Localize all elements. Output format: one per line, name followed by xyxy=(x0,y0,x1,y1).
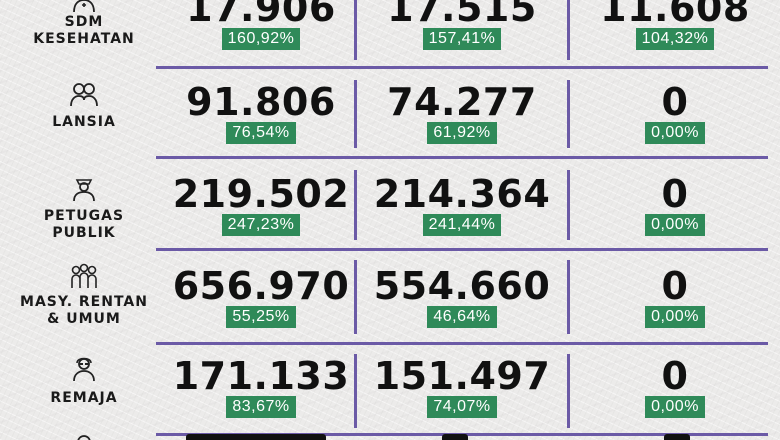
dose-3-percent-badge: 0,00% xyxy=(645,122,705,144)
dose-1-cell: 219.502 247,23% xyxy=(168,174,354,236)
dose-1-percent-badge: 55,25% xyxy=(226,306,296,328)
column-divider xyxy=(567,0,570,60)
row-divider xyxy=(156,342,768,345)
dose-1-value: 91.806 xyxy=(186,80,336,124)
dose-3-value: 0 xyxy=(661,354,689,398)
dose-1-cell: 656.970 55,25% xyxy=(168,266,354,328)
dose-3-cell: 11.608 104,32% xyxy=(570,0,780,50)
category-cell: LANSIA xyxy=(0,80,168,131)
dose-1-value: 171.133 xyxy=(172,354,350,398)
dose-3-value: 0 xyxy=(661,80,689,124)
dose-3-percent-badge: 0,00% xyxy=(645,306,705,328)
dose-1-cell: 17.906 160,92% xyxy=(168,0,354,50)
row-divider xyxy=(156,248,768,251)
dose-2-value: 151.497 xyxy=(373,354,551,398)
category-row: SDM KESEHATAN 17.906 160,92% 17.515 157,… xyxy=(0,0,780,64)
dose-2-percent-badge: 157,41% xyxy=(422,28,502,50)
category-cell: PETUGAS PUBLIK xyxy=(0,174,168,242)
dose-1-percent-badge: 76,54% xyxy=(226,122,296,144)
category-row: LANSIA 91.806 76,54% 74.277 61,92% 0 0,0… xyxy=(0,80,780,150)
elderly-couple-icon xyxy=(70,83,98,107)
dose-2-percent-badge: 46,64% xyxy=(427,306,497,328)
column-divider xyxy=(354,170,357,240)
category-label: SDM KESEHATAN xyxy=(33,14,135,47)
cut-off-value xyxy=(664,434,690,440)
category-row: MASY. RENTAN & UMUM 656.970 55,25% 554.6… xyxy=(0,262,780,340)
dose-3-percent-badge: 0,00% xyxy=(645,396,705,418)
dose-1-percent-badge: 83,67% xyxy=(226,396,296,418)
dose-2-cell: 554.660 46,64% xyxy=(356,266,568,328)
dose-2-value: 214.364 xyxy=(373,172,551,216)
dose-3-cell: 0 0,00% xyxy=(570,356,780,418)
dose-1-cell: 171.133 83,67% xyxy=(168,356,354,418)
dose-2-percent-badge: 74,07% xyxy=(427,396,497,418)
dose-2-value: 17.515 xyxy=(387,0,537,30)
column-divider xyxy=(567,80,570,148)
category-label: LANSIA xyxy=(52,114,116,130)
dose-3-value: 0 xyxy=(661,264,689,308)
column-divider xyxy=(354,0,357,60)
column-divider xyxy=(567,354,570,428)
dose-2-value: 554.660 xyxy=(373,264,551,308)
dose-3-value: 11.608 xyxy=(600,0,750,30)
dose-2-value: 74.277 xyxy=(387,80,537,124)
dose-2-cell: 74.277 61,92% xyxy=(356,82,568,144)
category-cell: MASY. RENTAN & UMUM xyxy=(0,262,168,328)
category-label: MASY. RENTAN & UMUM xyxy=(20,294,148,327)
dose-2-cell: 17.515 157,41% xyxy=(356,0,568,50)
category-label: PETUGAS PUBLIK xyxy=(43,208,125,241)
teenager-icon xyxy=(73,357,95,382)
category-label: REMAJA xyxy=(50,390,118,406)
dose-1-value: 656.970 xyxy=(172,264,350,308)
column-divider xyxy=(567,260,570,334)
category-cell: REMAJA xyxy=(0,354,168,407)
public-officer-icon xyxy=(73,179,95,202)
dose-3-cell: 0 0,00% xyxy=(570,82,780,144)
category-row: PETUGAS PUBLIK 219.502 247,23% 214.364 2… xyxy=(0,172,780,246)
row-divider xyxy=(156,66,768,69)
next-category-icon xyxy=(77,435,91,440)
dose-1-percent-badge: 247,23% xyxy=(221,214,301,236)
medical-staff-icon xyxy=(73,0,95,13)
dose-1-value: 219.502 xyxy=(172,172,350,216)
category-row: REMAJA 171.133 83,67% 151.497 74,07% 0 0… xyxy=(0,354,780,428)
column-divider xyxy=(567,170,570,240)
column-divider xyxy=(354,260,357,334)
dose-1-value: 17.906 xyxy=(186,0,336,30)
dose-2-percent-badge: 241,44% xyxy=(422,214,502,236)
category-row xyxy=(0,430,780,440)
column-divider xyxy=(354,354,357,428)
dose-2-cell: 151.497 74,07% xyxy=(356,356,568,418)
dose-1-cell: 91.806 76,54% xyxy=(168,82,354,144)
category-cell: SDM KESEHATAN xyxy=(0,0,168,48)
community-group-icon xyxy=(71,263,97,288)
dose-3-percent-badge: 104,32% xyxy=(635,28,715,50)
dose-3-cell: 0 0,00% xyxy=(570,174,780,236)
cut-off-value xyxy=(442,434,468,440)
column-divider xyxy=(354,80,357,148)
dose-3-percent-badge: 0,00% xyxy=(645,214,705,236)
dose-1-percent-badge: 160,92% xyxy=(221,28,301,50)
row-divider xyxy=(156,156,768,159)
dose-3-value: 0 xyxy=(661,172,689,216)
dose-3-cell: 0 0,00% xyxy=(570,266,780,328)
dose-2-cell: 214.364 241,44% xyxy=(356,174,568,236)
cut-off-value xyxy=(186,434,326,440)
dose-2-percent-badge: 61,92% xyxy=(427,122,497,144)
